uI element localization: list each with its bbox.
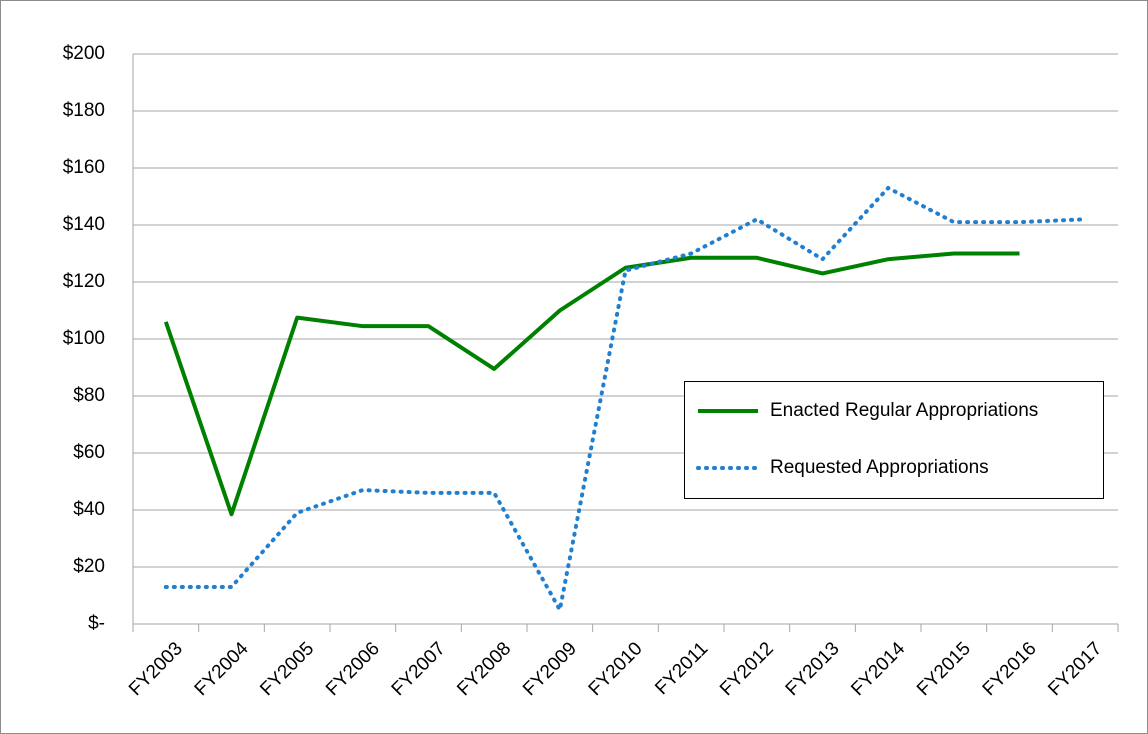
legend-box bbox=[684, 381, 1104, 499]
y-tick-label: $160 bbox=[63, 157, 105, 178]
legend-label: Enacted Regular Appropriations bbox=[770, 400, 1038, 421]
y-tick-label: $40 bbox=[73, 499, 105, 520]
y-tick-label: $80 bbox=[73, 385, 105, 406]
y-tick-label: $140 bbox=[63, 214, 105, 235]
legend-label: Requested Appropriations bbox=[770, 457, 989, 478]
y-tick-label: $60 bbox=[73, 442, 105, 463]
line-series bbox=[163, 251, 1020, 517]
y-tick-label: $- bbox=[88, 613, 105, 634]
line-series bbox=[163, 185, 1088, 612]
y-tick-label: $100 bbox=[63, 328, 105, 349]
y-tick-label: $120 bbox=[63, 271, 105, 292]
y-tick-label: $20 bbox=[73, 556, 105, 577]
y-tick-label: $200 bbox=[63, 43, 105, 64]
y-tick-label: $180 bbox=[63, 100, 105, 121]
